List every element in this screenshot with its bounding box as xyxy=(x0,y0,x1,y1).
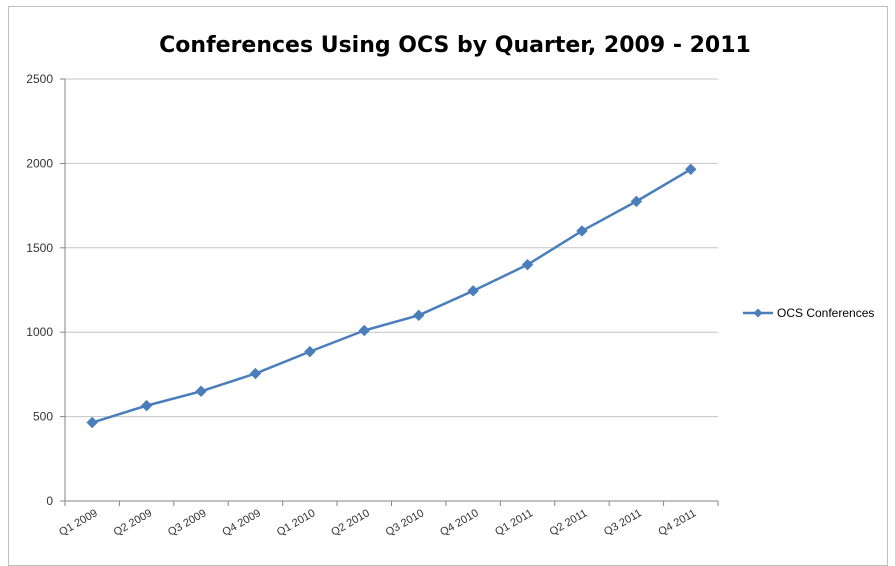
x-tick-label: Q4 2011 xyxy=(656,507,698,538)
x-tick-label: Q2 2010 xyxy=(329,507,372,538)
y-tick-label: 1500 xyxy=(26,241,53,255)
chart-title: Conferences Using OCS by Quarter, 2009 -… xyxy=(159,33,751,58)
legend-marker-icon xyxy=(753,308,763,318)
data-point-marker xyxy=(467,285,479,297)
data-point-marker xyxy=(576,225,588,237)
x-axis-tick-labels: Q1 2009 Q2 2009 Q3 2009 Q4 2009 Q1 2010 Q2 20… xyxy=(57,507,698,538)
data-point-marker xyxy=(86,416,98,429)
data-point-marker xyxy=(685,163,697,176)
x-tick-label: Q1 2011 xyxy=(493,507,535,538)
y-tick-label: 2500 xyxy=(26,72,53,86)
x-tick-label: Q3 2010 xyxy=(384,507,427,538)
legend: OCS Conferences xyxy=(743,306,874,320)
chart-area xyxy=(8,6,888,566)
data-point-marker xyxy=(249,367,262,380)
y-tick-label: 1000 xyxy=(26,325,53,339)
data-point-marker xyxy=(304,345,316,358)
gridlines xyxy=(65,78,718,418)
x-tick-label: Q4 2010 xyxy=(438,507,481,538)
data-point-marker xyxy=(630,195,643,208)
data-point-marker xyxy=(140,399,153,412)
legend-label: OCS Conferences xyxy=(777,306,874,320)
x-tick-label: Q4 2009 xyxy=(220,507,263,538)
x-tick-label: Q2 2009 xyxy=(112,507,155,538)
series-layer xyxy=(86,163,697,429)
data-point-marker xyxy=(195,385,207,397)
x-tick-label: Q3 2011 xyxy=(602,507,644,538)
x-tick-label: Q3 2009 xyxy=(166,507,209,538)
y-tick-label: 2000 xyxy=(26,156,53,170)
x-tick-label: Q1 2009 xyxy=(57,507,100,538)
y-tick-label: 0 xyxy=(46,494,53,508)
data-point-marker xyxy=(413,309,425,322)
y-tick-label: 500 xyxy=(33,410,53,424)
series-line xyxy=(91,168,692,424)
axes xyxy=(60,78,719,506)
data-point-marker xyxy=(358,324,370,337)
y-axis-tick-labels: 0 500 1000 1500 2000 2500 xyxy=(26,72,53,508)
data-point-marker xyxy=(521,258,534,271)
x-tick-label: Q2 2011 xyxy=(548,507,590,538)
x-tick-label: Q1 2010 xyxy=(275,507,318,538)
